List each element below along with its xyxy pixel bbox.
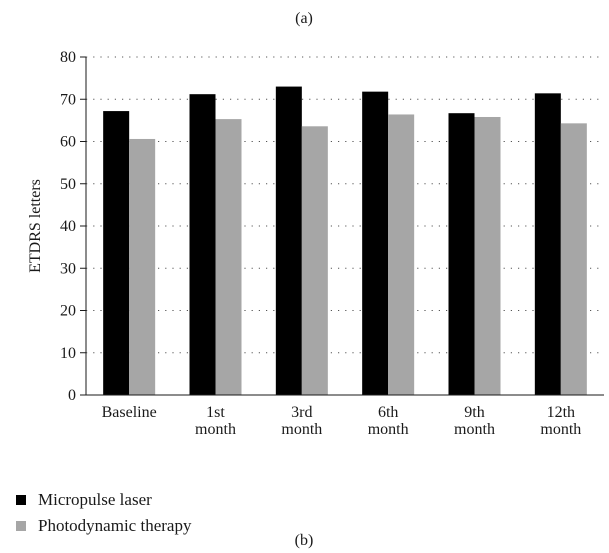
x-tick-label: 9th month	[454, 404, 495, 438]
x-tick-label: 12th month	[540, 404, 581, 438]
y-axis-ticks: 0 10 20 30 40 50 60 70 80	[60, 49, 86, 404]
bar-micropulse	[103, 111, 130, 395]
bars	[103, 86, 587, 396]
bar-photodynamic	[301, 126, 328, 395]
bar-micropulse	[448, 113, 475, 395]
legend-swatch-micropulse	[16, 495, 26, 505]
y-tick-label: 10	[60, 345, 76, 362]
y-tick-label: 60	[60, 134, 76, 151]
legend-label-photodynamic: Photodynamic therapy	[38, 516, 192, 535]
legend-label-micropulse: Micropulse laser	[38, 490, 152, 509]
y-tick-label: 0	[68, 387, 76, 404]
x-tick-label: 1st month	[195, 404, 236, 438]
bar-micropulse	[189, 94, 216, 396]
y-axis-title: ETDRS letters	[27, 179, 44, 273]
legend-swatch-photodynamic	[16, 521, 26, 531]
y-tick-label: 20	[60, 303, 76, 320]
y-tick-label: 80	[60, 49, 76, 66]
panel-label-bottom: (b)	[295, 532, 314, 549]
x-tick-label: 3rd month	[281, 404, 322, 438]
x-axis-ticks: Baseline 1st month 3rd month 6th month 9th month…	[102, 404, 582, 438]
bar-photodynamic	[560, 123, 587, 396]
x-tick-label: Baseline	[102, 404, 157, 421]
bar-photodynamic	[474, 116, 501, 396]
panel-label-top: (a)	[295, 10, 313, 27]
y-tick-label: 40	[60, 218, 76, 235]
legend: Micropulse laser Photodynamic therapy	[16, 487, 191, 539]
x-tick-label: 6th month	[368, 404, 409, 438]
bar-photodynamic	[129, 138, 156, 395]
gridlines	[86, 56, 604, 354]
legend-item-photodynamic: Photodynamic therapy	[16, 513, 191, 539]
bar-photodynamic	[388, 114, 415, 396]
y-tick-label: 30	[60, 260, 76, 277]
bar-micropulse	[275, 86, 302, 395]
bar-photodynamic	[215, 119, 242, 396]
bar-micropulse	[534, 93, 561, 396]
y-tick-label: 70	[60, 91, 76, 108]
bar-micropulse	[362, 91, 389, 396]
y-tick-label: 50	[60, 176, 76, 193]
legend-item-micropulse: Micropulse laser	[16, 487, 191, 513]
